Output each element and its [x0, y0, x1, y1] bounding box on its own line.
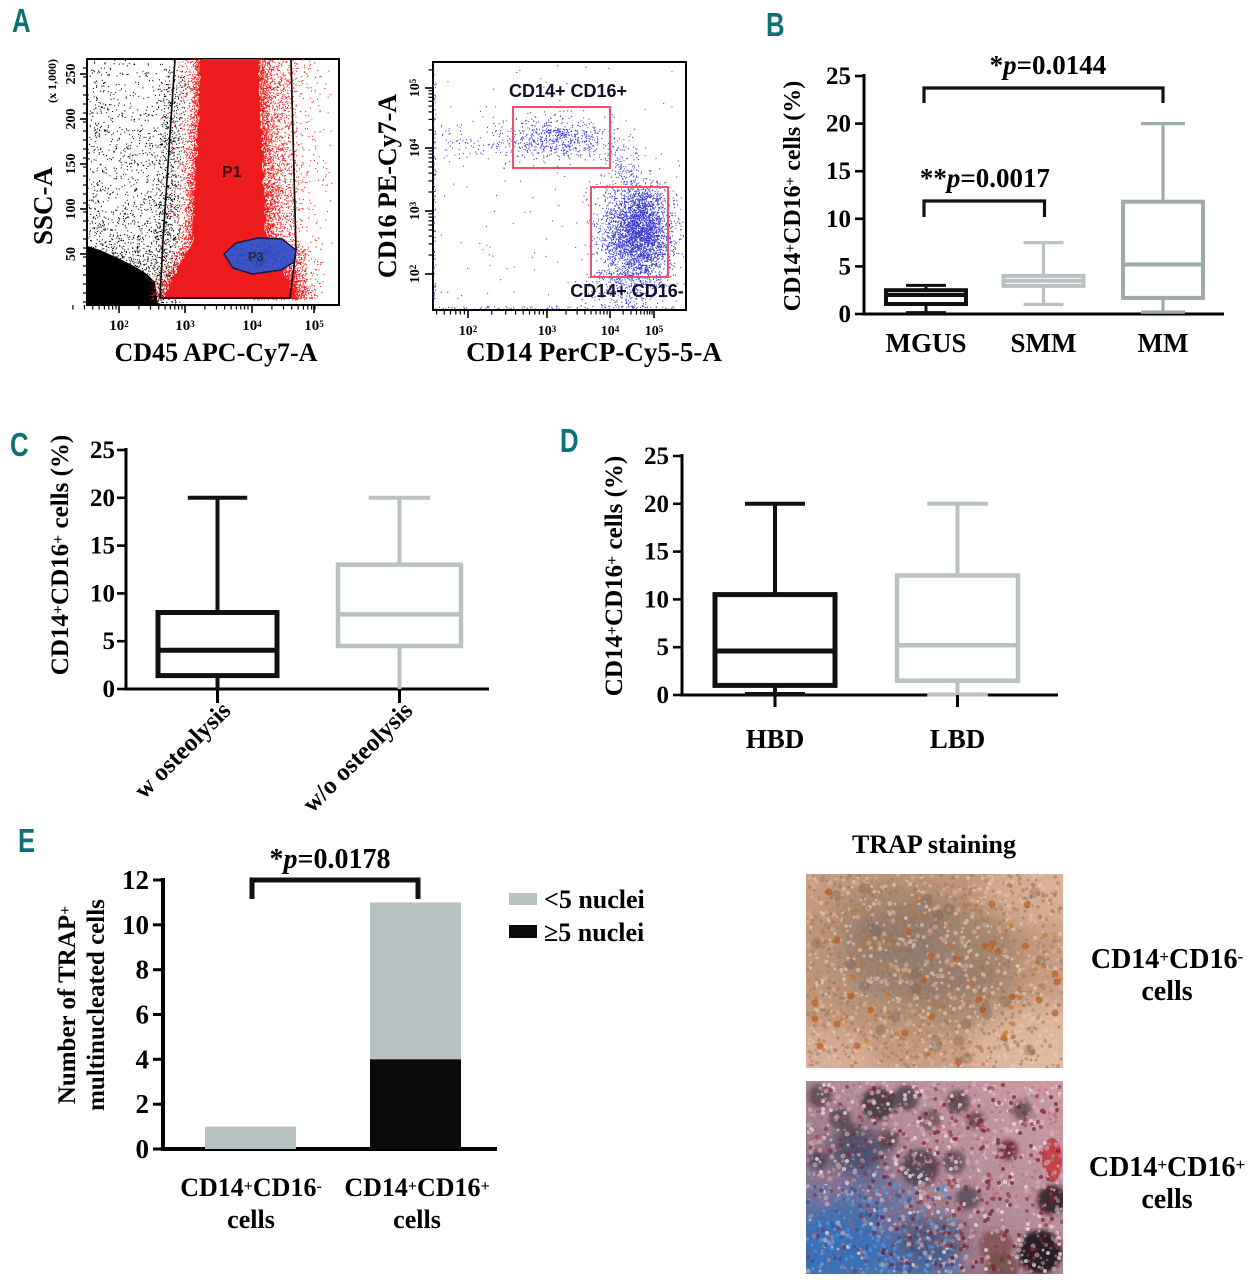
svg-text:P3: P3	[248, 249, 264, 264]
svg-text:≥5 nuclei: ≥5 nuclei	[544, 918, 644, 947]
svg-text:25: 25	[90, 437, 115, 464]
svg-text:MM: MM	[1138, 328, 1189, 358]
svg-text:CD16 PE-Cy7-A: CD16 PE-Cy7-A	[373, 94, 402, 278]
svg-text:250: 250	[64, 64, 79, 85]
svg-text:cells: cells	[1141, 976, 1192, 1007]
svg-text:SMM: SMM	[1011, 328, 1077, 358]
svg-text:150: 150	[64, 154, 79, 175]
svg-text:MGUS: MGUS	[886, 328, 967, 358]
svg-text:cells: cells	[227, 1205, 275, 1234]
svg-text:6: 6	[136, 1000, 150, 1030]
svg-text:CD14 PerCP-Cy5-5-A: CD14 PerCP-Cy5-5-A	[466, 337, 722, 367]
svg-text:105: 105	[304, 318, 324, 334]
svg-text:200: 200	[64, 109, 79, 130]
svg-text:15: 15	[90, 533, 115, 560]
svg-text:CD14+CD16+: CD14+CD16+	[1089, 1152, 1245, 1183]
svg-text:15: 15	[826, 158, 851, 185]
svg-text:Number of TRAP+: Number of TRAP+	[54, 906, 81, 1104]
svg-text:CD14+CD16+ cells (%): CD14+CD16+ cells (%)	[601, 456, 628, 696]
svg-text:<5 nuclei: <5 nuclei	[544, 885, 645, 914]
svg-text:8: 8	[136, 955, 150, 985]
svg-text:CD14+CD16+ cells (%): CD14+CD16+ cells (%)	[47, 435, 74, 675]
svg-text:CD14+CD16-: CD14+CD16-	[1091, 944, 1244, 975]
svg-text:**p=0.0017: **p=0.0017	[920, 163, 1050, 193]
svg-text:12: 12	[122, 865, 149, 895]
svg-text:103: 103	[175, 318, 195, 334]
svg-text:0: 0	[839, 301, 852, 328]
svg-text:(x 1,000): (x 1,000)	[45, 59, 59, 103]
svg-text:*p=0.0178: *p=0.0178	[270, 844, 391, 875]
svg-text:20: 20	[644, 491, 669, 518]
svg-text:102: 102	[408, 264, 423, 283]
svg-text:D: D	[560, 423, 579, 460]
svg-text:HBD: HBD	[746, 724, 805, 754]
svg-text:20: 20	[826, 111, 851, 138]
svg-text:15: 15	[644, 539, 669, 566]
svg-text:TRAP staining: TRAP staining	[852, 830, 1016, 859]
svg-text:50: 50	[64, 247, 79, 261]
svg-text:25: 25	[826, 63, 851, 90]
svg-text:25: 25	[644, 443, 669, 470]
svg-text:0: 0	[136, 1134, 150, 1164]
svg-text:2: 2	[136, 1089, 150, 1119]
svg-text:10: 10	[644, 586, 669, 613]
svg-text:102: 102	[459, 324, 478, 339]
svg-text:10: 10	[826, 206, 851, 233]
svg-text:CD14+CD16+ cells (%): CD14+CD16+ cells (%)	[780, 81, 806, 311]
svg-text:CD14+ CD16-: CD14+ CD16-	[570, 281, 684, 301]
svg-text:E: E	[18, 823, 35, 860]
svg-text:5: 5	[839, 253, 852, 280]
svg-text:105: 105	[645, 324, 664, 339]
svg-text:cells: cells	[1141, 1184, 1192, 1215]
svg-text:104: 104	[242, 318, 262, 334]
svg-text:multinucleated cells: multinucleated cells	[83, 899, 110, 1111]
svg-text:CD14+CD16-: CD14+CD16-	[180, 1173, 322, 1202]
svg-text:5: 5	[103, 628, 116, 655]
svg-text:105: 105	[408, 78, 423, 97]
svg-text:CD45 APC-Cy7-A: CD45 APC-Cy7-A	[115, 338, 318, 367]
svg-text:*p=0.0144: *p=0.0144	[990, 50, 1107, 80]
svg-text:A: A	[12, 3, 31, 40]
svg-text:0: 0	[657, 682, 670, 709]
svg-text:5: 5	[657, 634, 670, 661]
svg-text:104: 104	[408, 138, 423, 157]
svg-text:cells: cells	[393, 1205, 441, 1234]
svg-text:20: 20	[90, 485, 115, 512]
svg-text:103: 103	[538, 324, 557, 339]
svg-text:0: 0	[103, 676, 116, 703]
svg-text:10: 10	[122, 910, 149, 940]
svg-text:CD14+ CD16+: CD14+ CD16+	[509, 81, 627, 101]
svg-text:102: 102	[109, 318, 129, 334]
svg-text:104: 104	[601, 324, 620, 339]
svg-text:4: 4	[136, 1044, 150, 1074]
svg-text:10: 10	[90, 580, 115, 607]
svg-text:C: C	[10, 427, 29, 464]
svg-text:103: 103	[408, 201, 423, 220]
svg-text:100: 100	[64, 199, 79, 220]
svg-text:CD14+CD16+: CD14+CD16+	[344, 1173, 489, 1202]
svg-text:LBD: LBD	[930, 724, 986, 754]
svg-text:P1: P1	[222, 164, 242, 181]
svg-text:B: B	[766, 7, 785, 44]
svg-text:SSC-A: SSC-A	[28, 166, 58, 245]
